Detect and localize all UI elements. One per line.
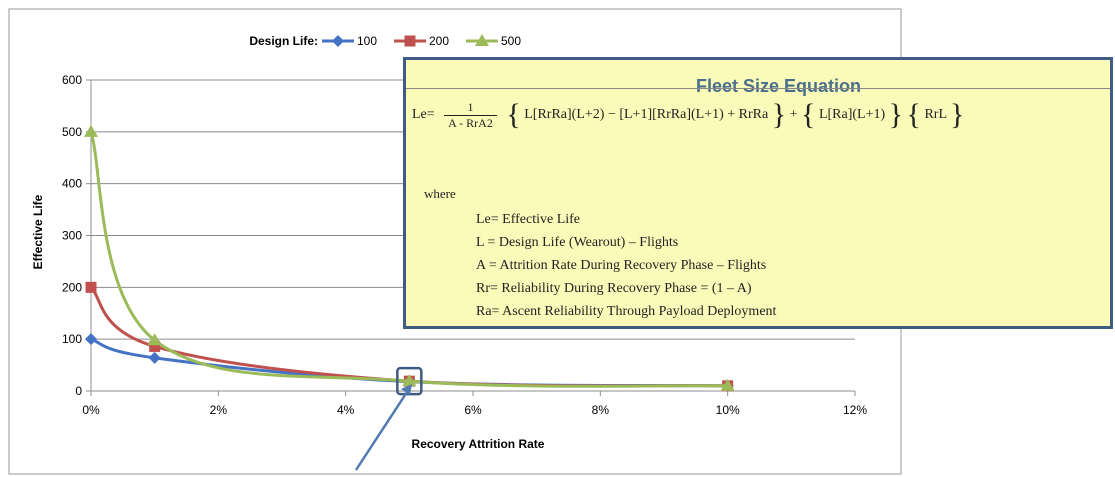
legend-title: Design Life: xyxy=(249,34,318,48)
equation-divider xyxy=(406,88,1110,89)
definition-item: L = Design Life (Wearout) – Flights xyxy=(476,235,679,250)
legend: Design Life: 100 200 500 xyxy=(249,34,521,48)
data-point-500 xyxy=(147,333,162,346)
data-point-500 xyxy=(402,374,417,387)
equation-title: Fleet Size Equation xyxy=(696,76,862,96)
y-tick-label: 0 xyxy=(75,384,82,398)
y-tick-label: 500 xyxy=(62,125,82,139)
legend-marker-500 xyxy=(475,34,489,46)
formula-term-3: RrL xyxy=(924,107,947,123)
definition-item: Ra= Ascent Reliability Through Payload D… xyxy=(476,304,777,319)
x-axis-title: Recovery Attrition Rate xyxy=(412,437,545,451)
formula-term-2: L[Ra](L+1) xyxy=(818,107,886,123)
x-tick-label: 2% xyxy=(210,403,228,417)
formula-fraction: 1 A - RrA2 xyxy=(444,100,497,131)
data-point-200 xyxy=(85,281,97,293)
legend-marker-100 xyxy=(332,35,344,47)
where-label: where xyxy=(424,186,456,201)
definitions-list: Le= Effective Life L = Design Life (Wear… xyxy=(476,208,776,323)
data-point-100 xyxy=(85,333,97,346)
x-tick-label: 6% xyxy=(464,403,482,417)
fleet-size-formula: Le= 1 A - RrA2 { L[RrRa](L+2) − [L+1][Rr… xyxy=(412,98,965,131)
data-point-100 xyxy=(148,351,161,364)
y-axis-title: Effective Life xyxy=(31,194,45,269)
legend-label-500: 500 xyxy=(501,34,521,48)
series-lines xyxy=(84,124,735,396)
legend-label-100: 100 xyxy=(357,34,377,48)
annotation-arrow xyxy=(354,384,412,471)
x-tick-label: 12% xyxy=(843,403,867,417)
y-tick-label: 300 xyxy=(62,229,82,243)
legend-label-200: 200 xyxy=(429,34,449,48)
data-point-500 xyxy=(84,124,98,137)
definition-item: Le= Effective Life xyxy=(476,212,581,227)
y-tick-label: 600 xyxy=(62,73,82,87)
legend-marker-200 xyxy=(404,35,416,47)
series-line-500 xyxy=(89,131,728,388)
definition-item: A = Attrition Rate During Recovery Phase… xyxy=(476,258,767,273)
fraction-denominator: A - RrA2 xyxy=(448,115,493,130)
definition-item: Rr= Reliability During Recovery Phase = … xyxy=(476,281,752,296)
y-tick-label: 100 xyxy=(62,332,82,346)
fleet-size-equation-box: Fleet Size Equation Le= 1 A - RrA2 { L[R… xyxy=(403,57,1113,329)
x-tick-label: 0% xyxy=(82,403,100,417)
fraction-numerator: 1 xyxy=(444,100,497,116)
x-tick-label: 4% xyxy=(337,403,355,417)
x-tick-label: 10% xyxy=(716,403,740,417)
y-tick-label: 400 xyxy=(62,177,82,191)
x-tick-label: 8% xyxy=(592,403,610,417)
data-point-500 xyxy=(720,378,735,391)
y-tick-label: 200 xyxy=(62,280,82,294)
formula-lhs: Le= xyxy=(412,107,435,123)
data-point-200 xyxy=(149,340,161,352)
formula-term-1: L[RrRa](L+2) − [L+1][RrRa](L+1) + RrRa xyxy=(524,107,769,123)
